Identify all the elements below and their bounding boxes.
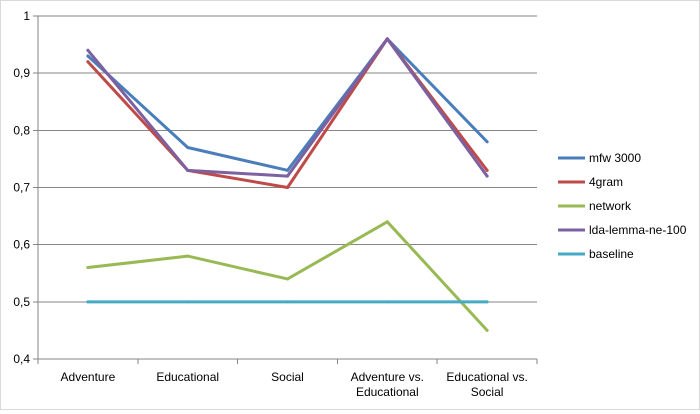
legend-label-4gram: 4gram xyxy=(589,175,623,189)
y-tick-label: 0,9 xyxy=(13,66,30,80)
y-axis-ticks: 0,4 0,5 0,6 0,7 0,8 0,9 1 xyxy=(13,9,38,366)
legend-label-lda-lemma-ne-100: lda-lemma-ne-100 xyxy=(589,223,687,237)
legend-label-network: network xyxy=(589,199,632,213)
data-point-4gram xyxy=(286,186,289,189)
data-point-lda-lemma-ne-100 xyxy=(286,174,289,178)
legend-label-mfw-3000: mfw 3000 xyxy=(589,151,641,165)
x-tick-label: Educational xyxy=(156,370,219,384)
x-axis: Adventure Educational Social Adventure vs. E… xyxy=(37,16,538,399)
data-point-4gram xyxy=(86,60,90,64)
series-line-4gram xyxy=(86,37,489,189)
x-tick-label: Educational vs. Social xyxy=(446,370,527,399)
data-point-network xyxy=(86,266,90,270)
data-point-mfw-3000 xyxy=(186,145,190,149)
data-point-lda-lemma-ne-100 xyxy=(186,168,190,172)
x-tick-label: Adventure xyxy=(61,370,116,384)
data-point-baseline xyxy=(485,300,489,304)
y-tick-label: 0,4 xyxy=(13,352,30,366)
x-tick-label: Social xyxy=(271,370,304,384)
data-point-network xyxy=(485,328,489,332)
data-point-baseline xyxy=(286,300,289,304)
series-line-network xyxy=(86,220,489,332)
y-tick-label: 1 xyxy=(23,9,30,23)
data-point-network xyxy=(385,220,389,224)
x-tick-label: Adventure vs. Educational xyxy=(351,370,424,399)
data-point-lda-lemma-ne-100 xyxy=(485,174,489,178)
y-tick-label: 0,7 xyxy=(13,181,30,195)
y-tick-label: 0,5 xyxy=(13,295,30,309)
series-line-mfw-3000 xyxy=(86,37,489,172)
data-point-mfw-3000 xyxy=(485,140,489,144)
data-point-lda-lemma-ne-100 xyxy=(86,48,90,52)
legend: mfw 3000 4gram network lda-lemma-ne-100 base… xyxy=(558,151,687,261)
series-lines xyxy=(86,37,489,332)
data-point-lda-lemma-ne-100 xyxy=(385,37,389,41)
data-point-4gram xyxy=(485,168,489,172)
data-point-mfw-3000 xyxy=(286,168,289,172)
data-point-network xyxy=(186,254,190,258)
y-tick-label: 0,8 xyxy=(13,123,30,137)
data-point-baseline xyxy=(86,300,90,304)
series-line-lda-lemma-ne-100 xyxy=(86,37,489,178)
data-point-network xyxy=(286,277,289,281)
data-point-mfw-3000 xyxy=(86,54,90,58)
data-point-baseline xyxy=(385,300,389,304)
legend-label-baseline: baseline xyxy=(589,247,634,261)
y-tick-label: 0,6 xyxy=(13,238,30,252)
data-point-baseline xyxy=(186,300,190,304)
